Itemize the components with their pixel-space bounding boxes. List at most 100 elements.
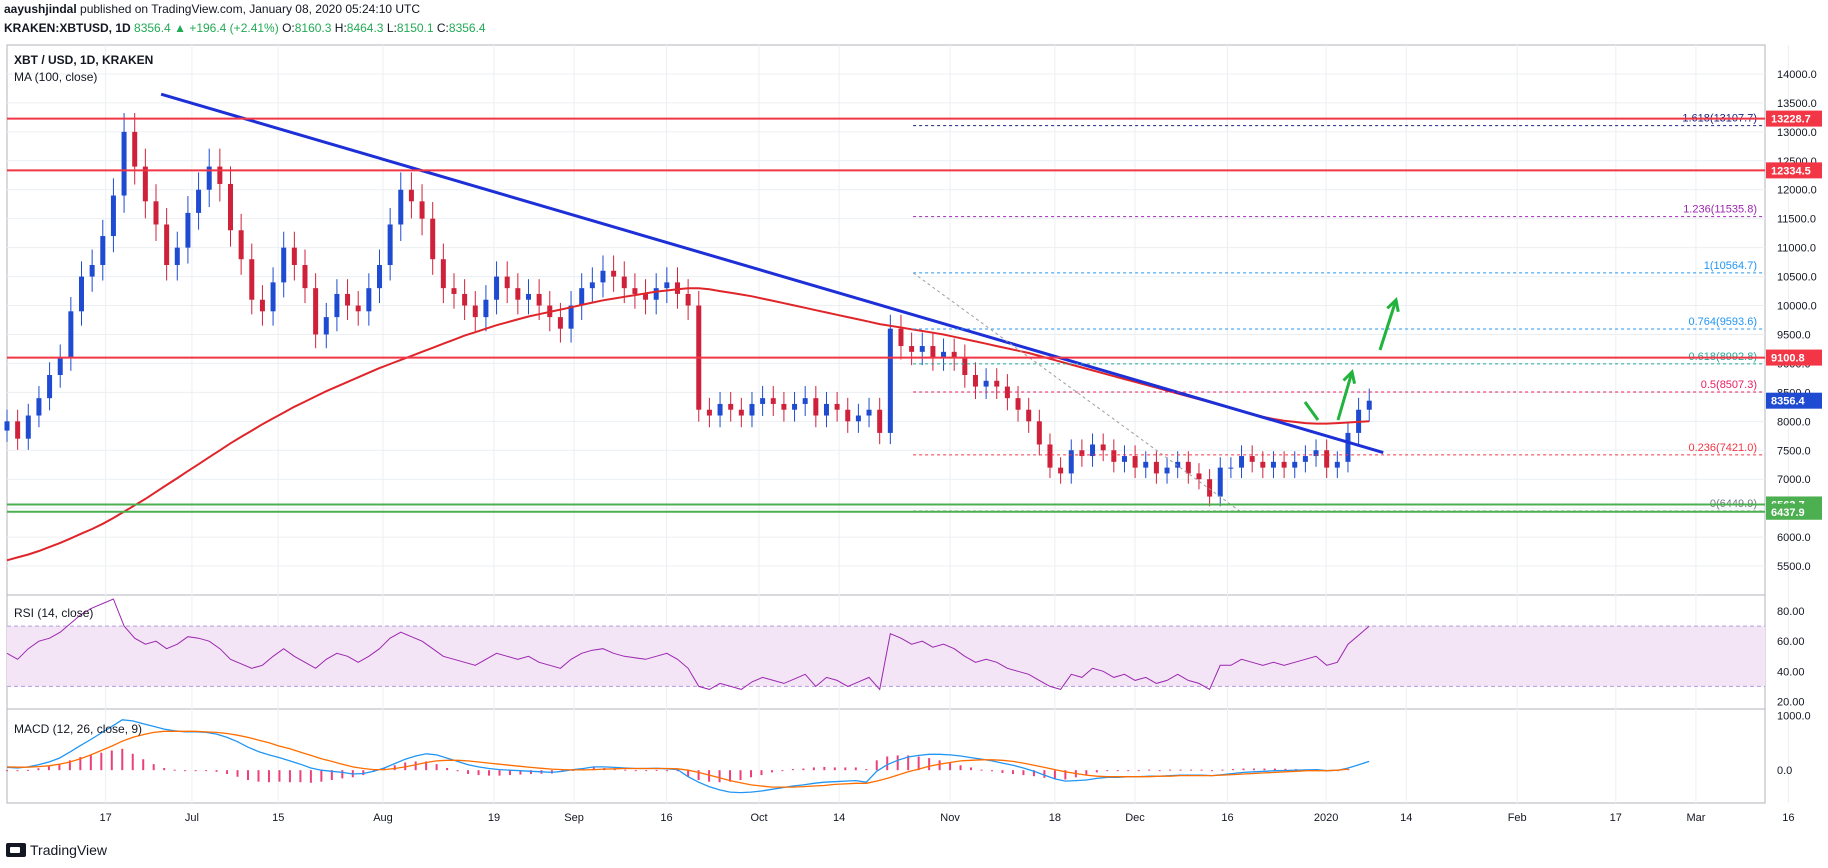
projection-arrow-icon	[1336, 368, 1357, 421]
candle	[281, 247, 287, 283]
up-arrow-icon: ▲	[174, 21, 186, 35]
candle	[419, 201, 425, 219]
x-tick-label: 2020	[1314, 812, 1338, 824]
candle	[100, 236, 106, 265]
macd-histogram-bar	[446, 767, 449, 771]
candle	[494, 276, 500, 300]
macd-histogram-bar	[467, 770, 470, 775]
candle	[1047, 444, 1053, 468]
candle	[472, 305, 478, 318]
candle	[1121, 456, 1127, 462]
macd-histogram-bar	[854, 767, 857, 771]
y-tick-label: 13500.0	[1777, 98, 1817, 110]
macd-histogram-bar	[79, 757, 82, 771]
candle	[1239, 456, 1245, 468]
footer-brand[interactable]: TradingView	[30, 842, 108, 858]
candle	[1228, 467, 1234, 469]
macd-histogram-bar	[215, 770, 218, 772]
candle	[78, 276, 84, 312]
macd-histogram-bar	[1232, 769, 1235, 771]
x-tick-label: Sep	[564, 812, 584, 824]
macd-histogram-bar	[844, 767, 847, 771]
candle	[313, 288, 319, 335]
macd-histogram-bar	[1158, 770, 1161, 772]
plot-frame	[6, 44, 1766, 804]
candle	[760, 398, 766, 404]
y-tick-label: 11500.0	[1777, 214, 1816, 226]
macd-histogram-bar	[802, 768, 805, 771]
close-label: C:	[436, 21, 449, 35]
candle	[515, 288, 521, 300]
candle	[249, 259, 255, 300]
macd-histogram-bar	[257, 770, 260, 782]
x-tick-label: Dec	[1125, 812, 1145, 824]
macd-tick-label: 0.0	[1777, 765, 1792, 777]
arrow-head	[1342, 368, 1357, 385]
candle	[770, 398, 776, 404]
author[interactable]: aayushjindal	[4, 2, 77, 16]
candle	[196, 189, 202, 213]
macd-histogram-bar	[6, 770, 8, 772]
x-tick-label: 17	[99, 812, 111, 824]
y-tick-label: 9500.0	[1777, 329, 1811, 341]
candle	[643, 293, 649, 300]
candle	[334, 293, 340, 318]
macd-histogram-bar	[928, 758, 931, 771]
macd-histogram-bar	[1137, 770, 1140, 772]
y-tick-label: 14000.0	[1777, 69, 1817, 81]
candle	[1111, 450, 1117, 462]
macd-histogram-bar	[729, 770, 732, 782]
price-tag	[1766, 162, 1822, 179]
macd-histogram-bar	[488, 770, 491, 776]
price-tag	[1766, 503, 1822, 520]
macd-histogram-bar	[47, 766, 50, 771]
macd-histogram-bar	[823, 766, 826, 771]
rsi-tick-label: 20.00	[1777, 696, 1805, 708]
macd-histogram-bar	[991, 770, 994, 772]
candle	[1068, 450, 1074, 474]
macd-histogram-bar	[739, 770, 742, 781]
candle	[1185, 461, 1191, 474]
candle	[834, 403, 840, 410]
tradingview-logo-icon[interactable]	[6, 843, 26, 857]
candle	[1090, 444, 1096, 457]
macd-histogram-bar	[508, 770, 511, 776]
candle	[951, 351, 957, 358]
macd-histogram-bar	[1273, 768, 1276, 771]
candle	[47, 375, 53, 399]
macd-histogram-bar	[875, 760, 878, 771]
macd-histogram-bar	[341, 770, 344, 779]
macd-histogram-bar	[655, 769, 658, 771]
candle	[898, 328, 904, 347]
publish-line: aayushjindal published on TradingView.co…	[4, 2, 420, 16]
macd-histogram-bar	[1022, 770, 1025, 776]
projection-arrow-icon	[1378, 297, 1400, 351]
candle	[1026, 409, 1032, 422]
candle	[972, 375, 978, 387]
macd-histogram-bar	[718, 770, 721, 783]
candle	[1270, 461, 1276, 468]
macd-histogram-bar	[687, 770, 690, 777]
candle	[749, 403, 755, 416]
fib-label: 1.236(11535.8)	[1683, 204, 1757, 216]
price-tag-label: 12334.5	[1771, 165, 1811, 177]
ma-legend: MA (100, close)	[14, 70, 97, 84]
macd-histogram-bar	[529, 770, 532, 775]
candle	[823, 403, 829, 416]
arrow-shaft	[1378, 299, 1398, 351]
candle	[345, 293, 351, 306]
candle	[802, 398, 808, 404]
candle	[57, 357, 63, 375]
macd-histogram-bar	[288, 770, 291, 783]
x-tick-label: Feb	[1508, 812, 1527, 824]
macd-histogram-bar	[896, 755, 899, 771]
candle	[994, 380, 1000, 387]
x-tick-label: 15	[272, 812, 284, 824]
candle	[866, 409, 872, 416]
y-tick-label: 6000.0	[1777, 532, 1811, 544]
candle	[217, 166, 223, 184]
macd-tick-label: 1000.0	[1777, 710, 1811, 722]
macd-histogram-bar	[16, 770, 19, 772]
candle	[323, 317, 329, 335]
